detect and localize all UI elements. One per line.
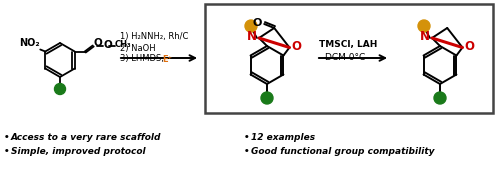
Text: N: N [247,30,257,43]
Text: 1) H₂NNH₂, Rh/C: 1) H₂NNH₂, Rh/C [120,32,188,42]
Text: •: • [244,147,250,156]
Text: Simple, improved protocol: Simple, improved protocol [11,147,145,156]
Text: N: N [420,30,430,43]
Text: Access to a very rare scaffold: Access to a very rare scaffold [11,133,162,142]
Circle shape [54,83,66,95]
Circle shape [418,20,430,32]
Circle shape [261,92,273,104]
Text: 3) LHMDS,: 3) LHMDS, [120,55,166,63]
Text: •: • [4,147,10,156]
Text: •: • [244,133,250,142]
Text: DCM 0°C: DCM 0°C [325,54,365,62]
Text: TMSCl, LAH: TMSCl, LAH [319,41,378,49]
Text: Good functional group compatibility: Good functional group compatibility [251,147,434,156]
Text: •: • [4,133,10,142]
Text: O: O [464,40,474,53]
Text: NO₂: NO₂ [18,37,40,48]
Bar [205,4,493,113]
Text: E⁺: E⁺ [162,55,172,63]
Text: O: O [253,18,262,28]
Text: 12 examples: 12 examples [251,133,315,142]
Text: O: O [292,40,302,53]
Text: O: O [94,38,102,49]
Text: CH₃: CH₃ [114,40,132,49]
Text: O: O [104,40,112,49]
Text: 2) NaOH: 2) NaOH [120,43,156,52]
Circle shape [245,20,257,32]
Circle shape [434,92,446,104]
